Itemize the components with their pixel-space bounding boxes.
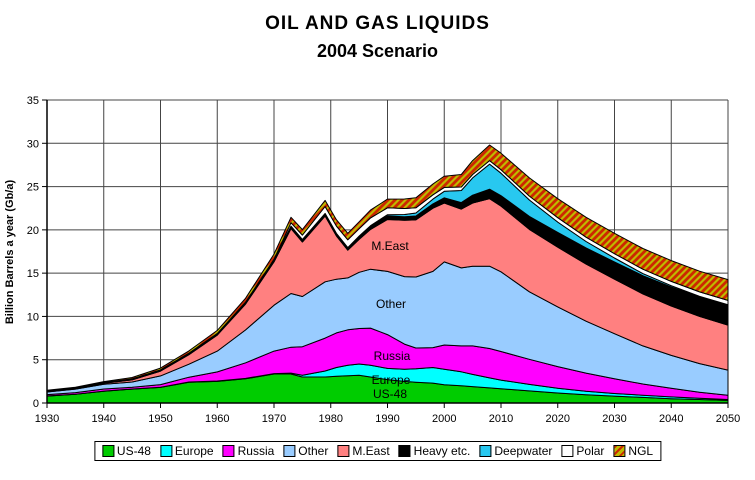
legend-label-europe: Europe xyxy=(174,444,214,458)
x-tick-label: 1980 xyxy=(319,413,343,425)
legend-swatch-m-east xyxy=(337,445,350,457)
legend-item-ngl: NGL xyxy=(613,445,653,457)
legend-item-russia: Russia xyxy=(222,444,275,458)
legend-label-russia: Russia xyxy=(237,444,275,458)
chart-title: OIL AND GAS LIQUIDS xyxy=(265,13,490,34)
legend-swatch-us-48 xyxy=(101,445,114,457)
x-tick-label: 2040 xyxy=(659,413,683,425)
area-label-europe: Europe xyxy=(372,373,411,387)
legend-swatch-ngl xyxy=(613,445,626,457)
legend-item-deepwater: Deepwater xyxy=(479,445,552,457)
legend-swatch-russia xyxy=(222,445,235,457)
x-tick-label: 2000 xyxy=(432,413,456,425)
legend: US-48 Europe Russia Other M.East Heavy etc. De… xyxy=(93,441,662,461)
legend-label-m-east: M.East xyxy=(352,444,390,458)
legend-label-polar: Polar xyxy=(576,444,605,458)
legend-item-polar: Polar xyxy=(561,445,604,457)
legend-item-other: Other xyxy=(283,445,328,457)
y-tick-label: 20 xyxy=(27,225,39,237)
x-tick-label: 1990 xyxy=(375,413,399,425)
legend-label-us-48: US-48 xyxy=(116,444,151,458)
legend-item-m-east: M.East xyxy=(337,444,390,458)
area-ngl xyxy=(46,144,729,392)
legend-swatch-deepwater xyxy=(479,445,492,457)
legend-label-other: Other xyxy=(298,444,329,458)
chart-subtitle: 2004 Scenario xyxy=(316,41,439,61)
y-tick-label: 5 xyxy=(33,355,39,367)
x-tick-label: 1950 xyxy=(148,413,172,425)
area-label-m-east: M.East xyxy=(371,239,409,253)
legend-item-europe: Europe xyxy=(159,444,214,458)
x-tick-label: 2010 xyxy=(489,413,513,425)
y-axis-title: Billion Barrels a year (Gb/a) xyxy=(4,180,16,325)
x-tick-label: 1940 xyxy=(92,413,116,425)
legend-item-heavy-etc: Heavy etc. xyxy=(398,444,471,458)
x-tick-label: 2050 xyxy=(716,413,740,425)
legend-label-heavy-etc: Heavy etc. xyxy=(413,444,471,458)
legend-label-deepwater: Deepwater xyxy=(494,444,553,458)
y-tick-label: 15 xyxy=(27,268,39,280)
y-tick-label: 30 xyxy=(27,138,39,150)
area-label-us-48: US-48 xyxy=(373,387,407,401)
x-tick-label: 2020 xyxy=(546,413,570,425)
legend-label-ngl: NGL xyxy=(628,444,654,458)
x-tick-label: 2030 xyxy=(602,413,626,425)
y-tick-label: 25 xyxy=(27,182,39,194)
legend-swatch-polar xyxy=(561,445,574,457)
y-tick-label: 35 xyxy=(27,95,39,107)
area-label-russia: Russia xyxy=(374,349,411,363)
legend-item-us-48: US-48 xyxy=(101,444,151,458)
y-tick-label: 10 xyxy=(27,311,39,323)
x-tick-label: 1930 xyxy=(35,413,59,425)
legend-swatch-heavy-etc xyxy=(398,445,411,457)
x-tick-label: 1960 xyxy=(205,413,229,425)
x-tick-label: 1970 xyxy=(262,413,286,425)
legend-swatch-other xyxy=(283,445,296,457)
area-label-other: Other xyxy=(376,297,406,311)
y-tick-label: 0 xyxy=(33,398,39,410)
legend-swatch-europe xyxy=(159,445,172,457)
